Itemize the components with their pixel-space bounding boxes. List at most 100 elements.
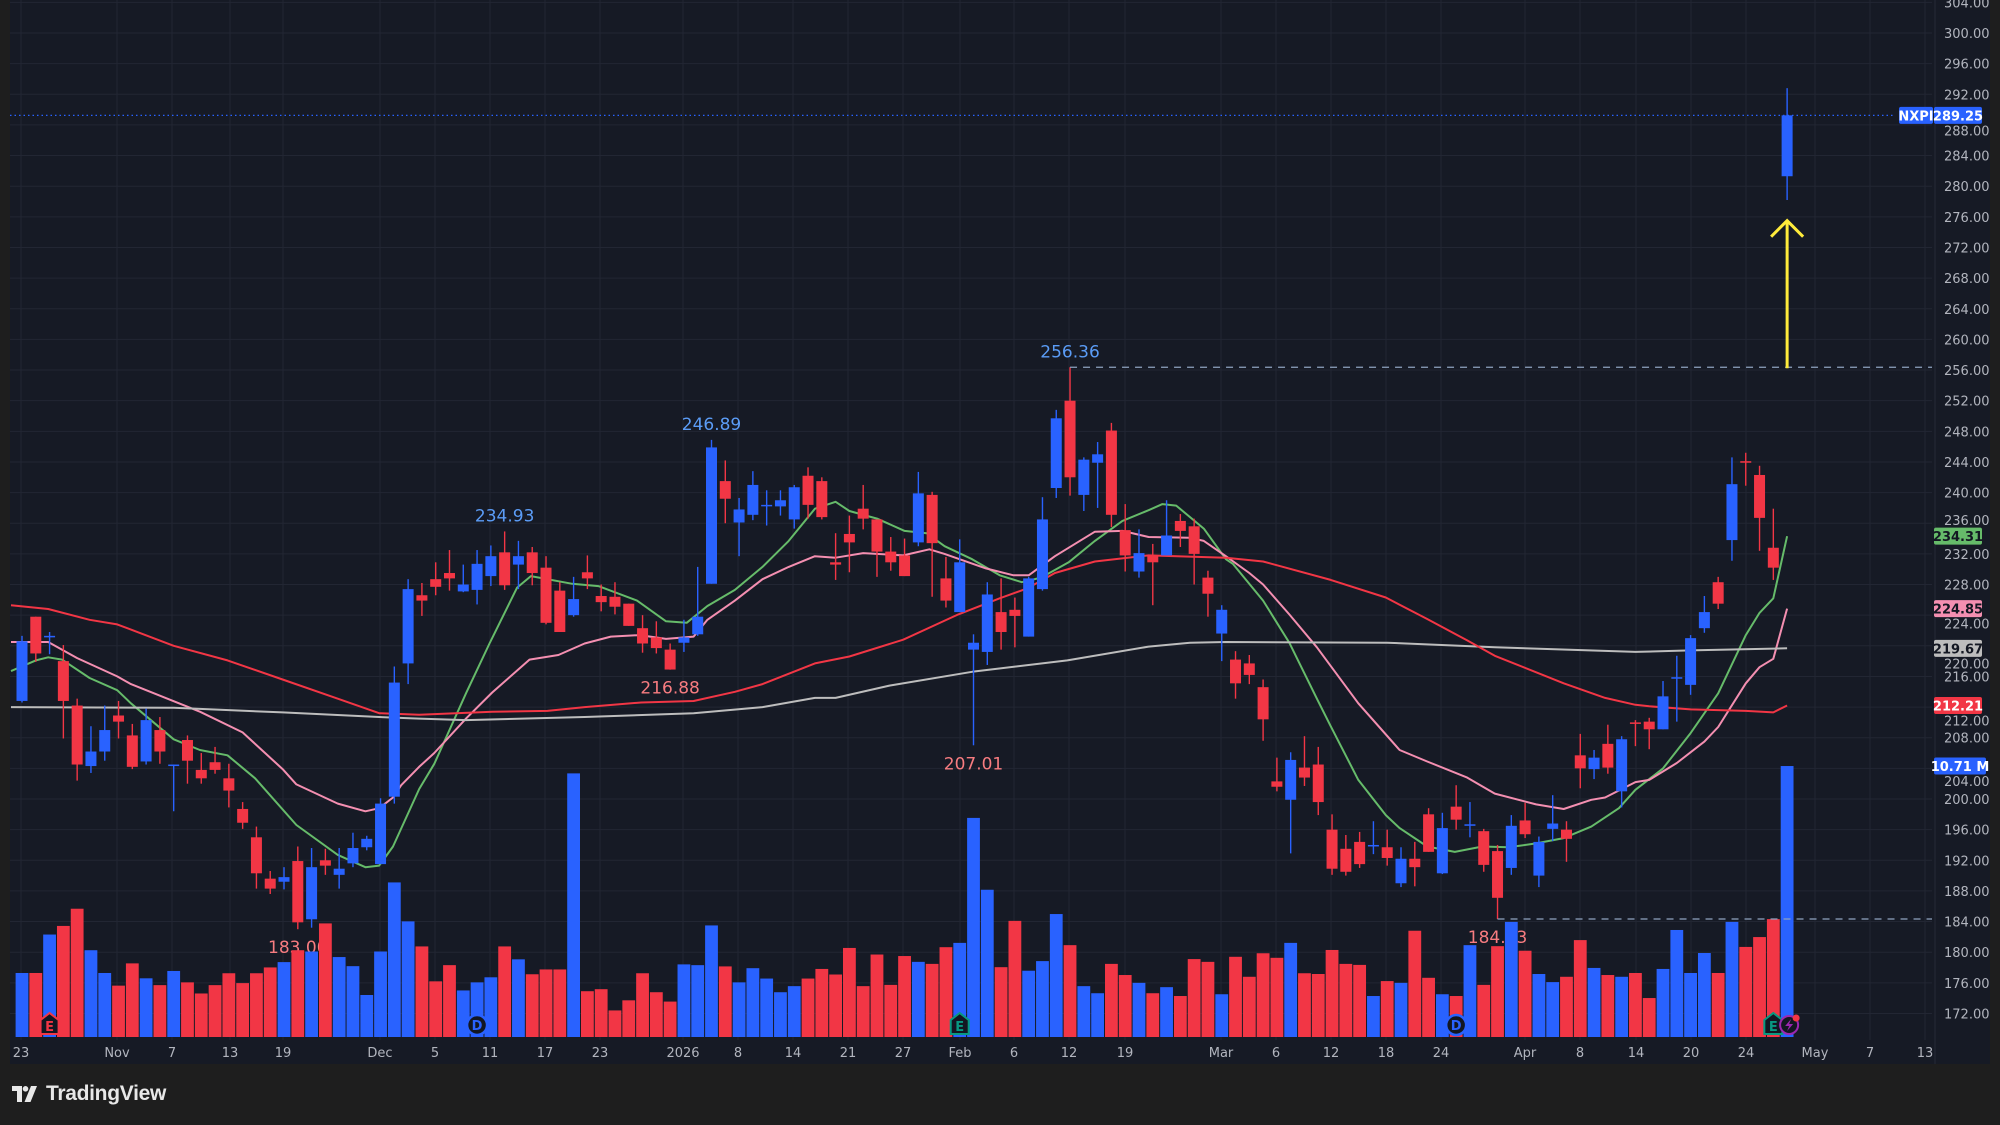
candle[interactable] <box>499 531 511 590</box>
candle[interactable] <box>333 848 345 889</box>
price-axis[interactable]: 304.00 300.00 296.00 292.00 288.00 284.00 280.… <box>1898 0 1989 1022</box>
candle[interactable] <box>912 471 924 547</box>
candle[interactable] <box>981 582 993 665</box>
candle[interactable] <box>954 539 966 613</box>
candle[interactable] <box>1464 802 1476 838</box>
candle[interactable] <box>1188 518 1200 585</box>
candle[interactable] <box>1492 844 1504 920</box>
candle[interactable] <box>692 566 704 636</box>
candle[interactable] <box>802 467 814 519</box>
candle[interactable] <box>1133 529 1145 578</box>
candle[interactable] <box>1643 717 1655 750</box>
candle[interactable] <box>347 832 359 868</box>
candle[interactable] <box>926 491 938 597</box>
candle[interactable] <box>1381 829 1393 866</box>
candle[interactable] <box>430 562 442 596</box>
candle[interactable] <box>1161 500 1173 556</box>
candle[interactable] <box>774 490 786 516</box>
candle[interactable] <box>1285 752 1297 854</box>
candle[interactable] <box>319 848 331 875</box>
candle[interactable] <box>1092 442 1104 508</box>
candle[interactable] <box>1712 576 1724 610</box>
candle[interactable] <box>843 515 855 573</box>
candle[interactable] <box>885 537 897 571</box>
candle[interactable] <box>595 584 607 612</box>
candle[interactable] <box>512 540 524 590</box>
candle[interactable] <box>1616 736 1628 808</box>
candle[interactable] <box>1698 596 1710 633</box>
candle[interactable] <box>1533 836 1545 888</box>
candle[interactable] <box>44 632 56 655</box>
candle[interactable] <box>250 826 262 889</box>
candle[interactable] <box>1478 828 1490 872</box>
candle[interactable] <box>1754 465 1766 551</box>
candle[interactable] <box>857 484 869 530</box>
candle[interactable] <box>1050 409 1062 498</box>
candle[interactable] <box>85 726 97 773</box>
candle[interactable] <box>140 708 152 765</box>
candle[interactable] <box>1023 576 1035 637</box>
candle[interactable] <box>443 550 455 591</box>
candle[interactable] <box>1519 802 1531 839</box>
candle[interactable] <box>761 490 773 526</box>
candle[interactable] <box>1354 831 1366 868</box>
candle[interactable] <box>168 764 180 812</box>
candle[interactable] <box>1230 651 1242 699</box>
candle[interactable] <box>1064 367 1076 496</box>
candle[interactable] <box>1436 812 1448 875</box>
candle[interactable] <box>830 533 842 580</box>
candle[interactable] <box>706 439 717 584</box>
candle[interactable] <box>968 634 980 746</box>
candle[interactable] <box>1009 597 1021 648</box>
candle[interactable] <box>540 556 552 625</box>
candle[interactable] <box>1602 724 1614 774</box>
candle[interactable] <box>1685 635 1697 695</box>
candle[interactable] <box>788 484 800 529</box>
candle[interactable] <box>1767 508 1779 580</box>
candle[interactable] <box>1174 514 1186 547</box>
chart-pane[interactable] <box>10 0 1990 1064</box>
candle[interactable] <box>1340 835 1352 876</box>
candle[interactable] <box>195 753 207 784</box>
candle[interactable] <box>623 603 635 626</box>
candle[interactable] <box>1257 679 1269 741</box>
candle[interactable] <box>126 723 138 770</box>
earnings-event-icon[interactable]: E <box>949 1011 970 1035</box>
dividend-event-icon[interactable]: D <box>1444 1013 1468 1037</box>
candle[interactable] <box>388 666 400 804</box>
candle[interactable] <box>223 763 235 808</box>
candle[interactable] <box>664 643 676 670</box>
candle[interactable] <box>526 546 538 586</box>
candle[interactable] <box>581 555 593 590</box>
candle[interactable] <box>209 746 221 774</box>
candle[interactable] <box>1312 746 1324 816</box>
candle[interactable] <box>1588 749 1600 780</box>
candle[interactable] <box>1036 497 1048 591</box>
candle[interactable] <box>361 835 373 851</box>
candle[interactable] <box>154 717 166 764</box>
candle[interactable] <box>1326 814 1338 875</box>
candle[interactable] <box>1423 808 1435 852</box>
candle[interactable] <box>402 579 414 685</box>
candle[interactable] <box>306 848 318 928</box>
candle[interactable] <box>1505 815 1517 875</box>
candle[interactable] <box>1671 655 1683 722</box>
candle[interactable] <box>1409 841 1421 887</box>
candle[interactable] <box>871 519 883 577</box>
candle[interactable] <box>1574 733 1586 789</box>
candle[interactable] <box>1560 821 1572 862</box>
candle[interactable] <box>1243 654 1255 685</box>
candle[interactable] <box>568 576 580 617</box>
candle[interactable] <box>1105 422 1117 528</box>
candle[interactable] <box>637 615 649 653</box>
candle[interactable] <box>457 564 469 593</box>
dividend-event-icon[interactable]: D <box>465 1013 489 1037</box>
candle[interactable] <box>1147 543 1159 606</box>
candle[interactable] <box>1216 605 1228 662</box>
candle[interactable] <box>1740 452 1752 486</box>
candle[interactable] <box>1119 504 1131 572</box>
candle[interactable] <box>485 545 497 587</box>
flash-event-icon[interactable] <box>1779 1014 1800 1035</box>
candle[interactable] <box>899 538 911 577</box>
candle[interactable] <box>16 635 28 703</box>
